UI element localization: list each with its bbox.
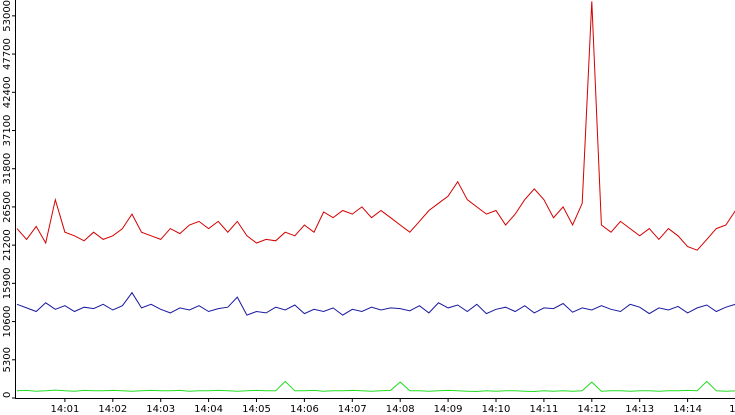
- x-tick-label: 14:08: [386, 404, 415, 415]
- x-tick-label: 14:01: [50, 404, 79, 415]
- x-tick-label: 14:06: [290, 404, 319, 415]
- x-tick-label: 14:04: [194, 404, 223, 415]
- x-tick-label: 14:10: [482, 404, 511, 415]
- y-tick-label: 5300: [2, 347, 13, 372]
- series-line: [16, 291, 735, 316]
- x-tick-label: 14:02: [98, 404, 127, 415]
- x-tick-label: 14:09: [434, 404, 463, 415]
- x-tick-label: 14: [729, 404, 735, 415]
- x-tick-label: 14:14: [673, 404, 702, 415]
- x-tick-label: 14:03: [146, 404, 175, 415]
- x-tick-label: 14:05: [242, 404, 271, 415]
- y-tick-label: 53000: [2, 0, 13, 32]
- y-tick-label: 15900: [2, 267, 13, 299]
- y-tick-label: 31800: [2, 153, 13, 185]
- y-tick-label: 0: [2, 392, 13, 398]
- x-tick-label: 14:12: [577, 404, 606, 415]
- x-tick-label: 14:13: [625, 404, 654, 415]
- x-tick-label: 14:11: [529, 404, 558, 415]
- y-tick-label: 37100: [2, 115, 13, 147]
- series-line: [16, 380, 735, 393]
- y-tick-label: 10600: [2, 306, 13, 338]
- y-tick-label: 26500: [2, 191, 13, 223]
- y-tick-label: 21200: [2, 229, 13, 261]
- x-tick-label: 14:07: [338, 404, 367, 415]
- y-tick-label: 42400: [2, 76, 13, 108]
- series-line: [16, 1, 735, 251]
- y-tick-label: 47700: [2, 38, 13, 70]
